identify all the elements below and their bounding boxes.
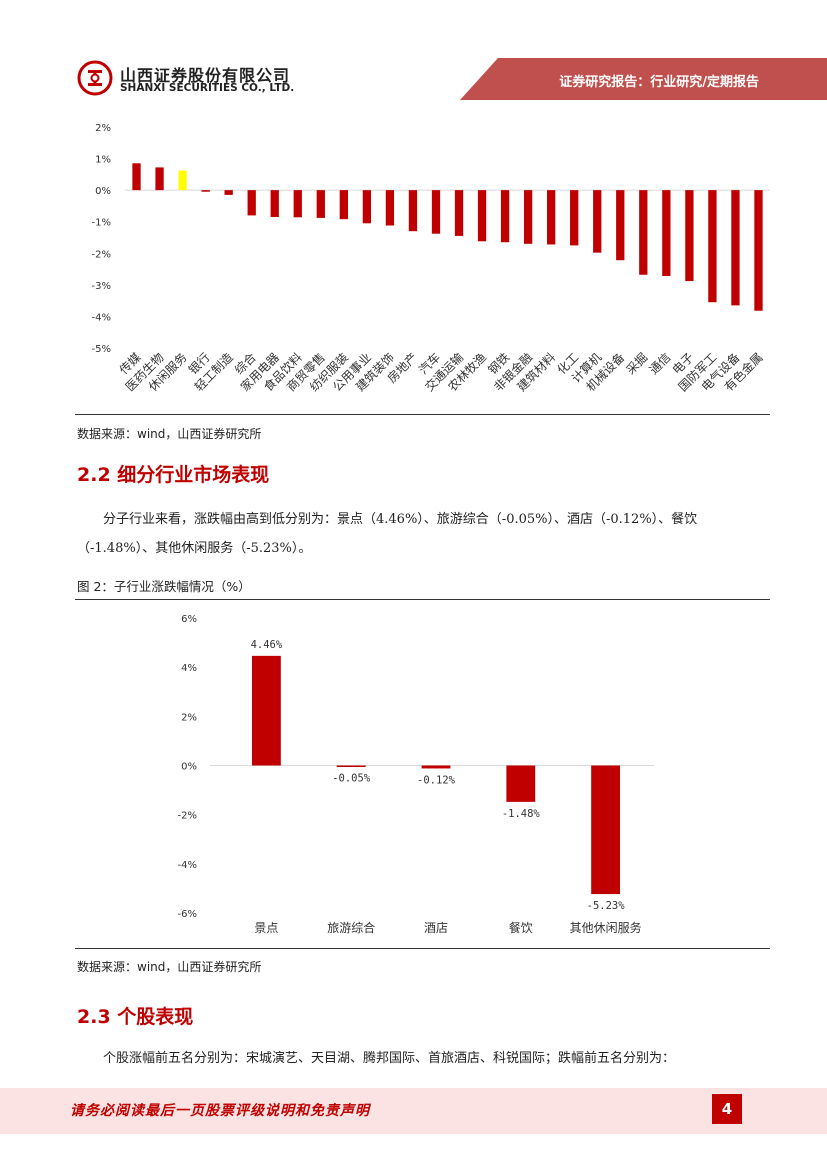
bar — [523, 190, 533, 244]
y-tick-label: -6% — [178, 909, 197, 920]
section-2-3-title: 2.3 个股表现 — [77, 1006, 194, 1028]
figure1-bottom-rule — [75, 414, 770, 415]
sub-industry-change-chart: 6% 4% 2% 0% -2% -4% -6% 4.46% 景点 -0.05% 旅游综合 -0.12%… — [178, 614, 654, 935]
bar — [431, 190, 441, 234]
y-tick-label: -2% — [92, 249, 111, 260]
bar — [155, 167, 164, 191]
footer-disclaimer: 请务必阅读最后一页股票评级说明和免责声明 — [70, 1103, 370, 1119]
section-2-2-title: 2.2 细分行业市场表现 — [77, 464, 270, 486]
page-header: 山西证券股份有限公司 SHANXI SECURITIES CO., LTD. 证… — [0, 0, 827, 110]
data-label: -0.05% — [332, 773, 371, 785]
bar — [408, 190, 418, 232]
y-tick-label: -1% — [92, 218, 111, 229]
bar — [270, 190, 279, 217]
y-tick-label: 0% — [95, 186, 111, 197]
figure1-source: 数据来源：wind，山西证券研究所 — [77, 427, 262, 441]
bar — [251, 655, 281, 766]
data-label: -0.12% — [417, 774, 456, 786]
y-tick-label: 6% — [181, 614, 197, 625]
bar — [616, 190, 625, 261]
bar — [754, 190, 763, 311]
bar — [339, 190, 348, 220]
bar — [316, 190, 325, 218]
y-tick-label: -4% — [92, 312, 111, 323]
y-tick-label: -5% — [92, 344, 111, 355]
category-label: 景点 — [254, 921, 278, 935]
category-label: 采掘 — [623, 350, 651, 378]
y-tick-label: -4% — [178, 860, 197, 871]
y-tick-label: 2% — [181, 712, 197, 723]
header-band — [460, 58, 827, 100]
bar — [247, 190, 256, 216]
section-2-2-paragraph: 分子行业来看，涨跌幅由高到低分别为：景点（4.46%）、旅游综合（-0.05%）… — [77, 512, 698, 556]
category-label: 旅游综合 — [327, 920, 375, 935]
report-type: 证券研究报告：行业研究/定期报告 — [559, 75, 759, 90]
category-label: 餐饮 — [509, 920, 533, 935]
bar — [593, 190, 602, 253]
industry-change-chart: 2%1%0%-1%-2%-3%-4%-5%传媒医药生物休闲服务银行轻工制造综合家… — [92, 123, 770, 394]
bar — [224, 190, 233, 195]
bar — [362, 190, 372, 224]
figure2-caption: 图 2：子行业涨跌幅情况（%） — [77, 579, 251, 594]
figure2-bottom-rule — [75, 948, 770, 949]
data-label: -5.23% — [587, 900, 626, 912]
bar — [708, 190, 717, 303]
bar — [201, 190, 210, 192]
bar — [421, 765, 451, 769]
y-tick-label: -3% — [92, 281, 111, 292]
brand-name-en: SHANXI SECURITIES CO., LTD. — [120, 82, 295, 94]
data-label: -1.48% — [502, 808, 541, 820]
y-tick-label: -2% — [178, 811, 197, 822]
bar — [731, 190, 740, 306]
section-2-3-paragraph: 个股涨幅前五名分别为：宋城演艺、天目湖、腾邦国际、首旅酒店、科锐国际；跌幅前五名… — [103, 1051, 676, 1066]
bar — [477, 190, 487, 242]
figure2-source: 数据来源：wind，山西证券研究所 — [77, 960, 262, 974]
bar — [662, 190, 671, 277]
bar — [454, 190, 464, 236]
bar — [132, 163, 141, 191]
category-label: 酒店 — [424, 921, 448, 935]
bar — [178, 170, 187, 191]
page-footer — [0, 1088, 827, 1134]
company-logo-icon — [77, 60, 113, 96]
category-label: 其他休闲服务 — [570, 920, 642, 935]
bar — [336, 765, 366, 767]
bar — [591, 765, 621, 895]
y-tick-label: 4% — [181, 663, 197, 674]
data-label: 4.46% — [251, 639, 283, 651]
bar — [385, 190, 395, 226]
y-tick-label: 2% — [95, 123, 111, 134]
figure2-top-rule — [75, 599, 770, 600]
bar — [685, 190, 694, 282]
y-tick-label: 0% — [181, 762, 197, 773]
page-number: 4 — [712, 1094, 742, 1124]
bar — [547, 190, 556, 245]
bar — [500, 190, 510, 243]
category-label: 通信 — [647, 350, 674, 377]
y-tick-label: 1% — [95, 155, 111, 166]
brand-name-cn: 山西证券股份有限公司 — [120, 66, 291, 85]
bar — [293, 190, 302, 218]
bar — [570, 190, 579, 246]
bar — [639, 190, 648, 275]
bar — [506, 765, 536, 802]
